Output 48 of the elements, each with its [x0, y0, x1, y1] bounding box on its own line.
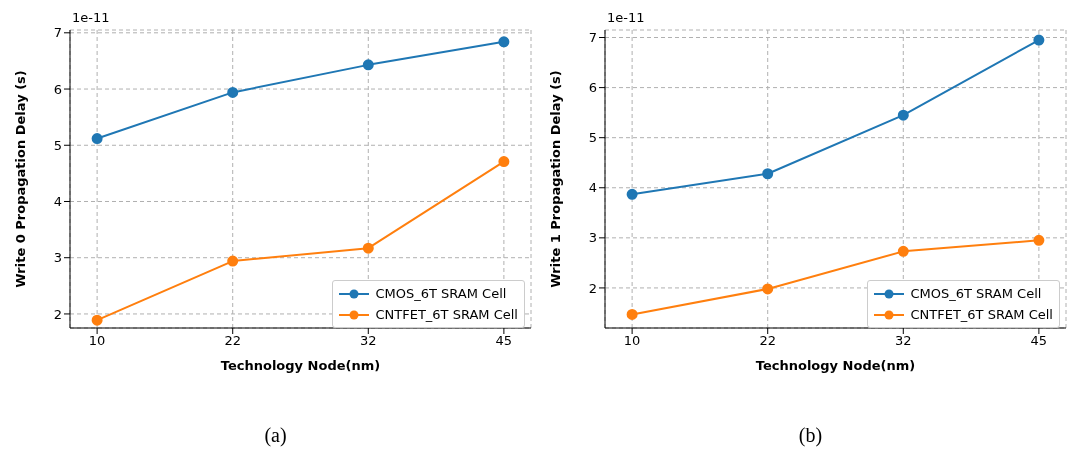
point [762, 283, 774, 295]
point [762, 168, 774, 180]
y-tick-label: 3 [53, 250, 62, 266]
text: 1e-11 [607, 10, 645, 25]
y-tick-label: 7 [588, 30, 597, 46]
legend-label: CMOS_6T SRAM Cell [909, 285, 1043, 303]
y-axis-title: Write 1 Propagation Delay (s) [547, 70, 563, 288]
x-tick-label: 32 [360, 333, 377, 349]
y-tick-label: 4 [53, 194, 62, 210]
legend-label: CMOS_6T SRAM Cell [374, 285, 508, 303]
y-tick-label: 2 [53, 306, 62, 322]
y-tick-label: 6 [53, 81, 62, 97]
x-tick-label: 10 [88, 333, 106, 349]
point [91, 314, 103, 326]
point [498, 36, 510, 48]
x-tick-label: 45 [1030, 333, 1048, 349]
text: 1e-11 [72, 10, 110, 25]
y-tick-label: 5 [53, 137, 62, 153]
y-tick-label: 6 [588, 80, 597, 96]
point [1033, 34, 1045, 46]
point [626, 188, 638, 200]
point [227, 255, 239, 267]
y-tick-label: 4 [588, 180, 597, 196]
point [227, 86, 239, 98]
point [498, 156, 510, 168]
x-tick-label: 22 [759, 333, 776, 349]
x-tick-label: 22 [224, 333, 241, 349]
point [362, 59, 374, 71]
y-tick-label: 5 [588, 130, 597, 146]
text: (b) [797, 424, 824, 447]
x-tick-label: 45 [495, 333, 513, 349]
point [91, 133, 103, 145]
y-tick-label: 2 [588, 280, 597, 296]
legend-label: CNTFET_6T SRAM Cell [909, 306, 1053, 324]
legend-label: CNTFET_6T SRAM Cell [374, 306, 518, 324]
x-axis-title: Technology Node(nm) [755, 358, 916, 373]
point [626, 308, 638, 320]
y-axis-title: Write 0 Propagation Delay (s) [12, 70, 28, 288]
text: (a) [263, 424, 288, 447]
y-tick-label: 3 [588, 230, 597, 246]
point [897, 109, 909, 121]
y-tick-label: 7 [53, 25, 62, 41]
x-axis-title: Technology Node(nm) [220, 358, 381, 373]
x-tick-label: 10 [623, 333, 641, 349]
point [897, 245, 909, 257]
x-tick-label: 32 [895, 333, 912, 349]
point [362, 242, 374, 254]
point [1033, 234, 1045, 246]
